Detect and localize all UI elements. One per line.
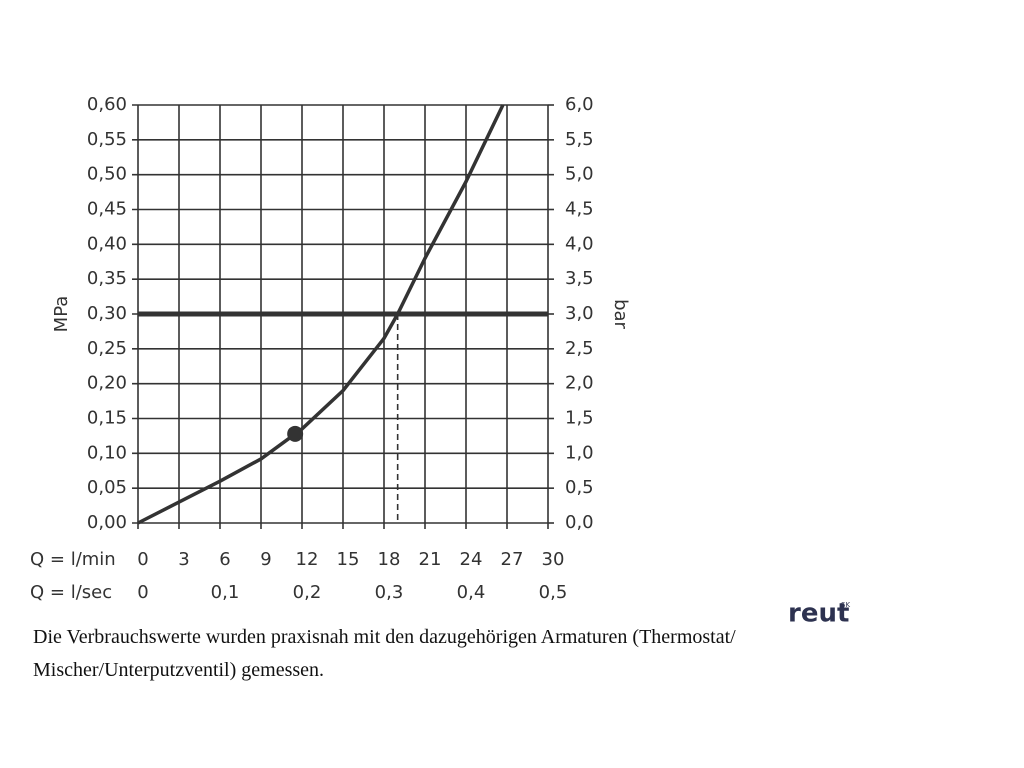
caption-line: Die Verbrauchswerte wurden praxisnah mit… bbox=[33, 626, 736, 648]
y-tick-label: 0,10 bbox=[87, 442, 127, 463]
y2-tick-label: 5,0 bbox=[565, 164, 594, 185]
y-tick-label: 0,60 bbox=[87, 94, 127, 115]
y2-tick-label: 0,0 bbox=[565, 512, 594, 533]
y-tick-label: 0,05 bbox=[87, 477, 127, 498]
x2-tick-label: 0,2 bbox=[293, 582, 322, 603]
x-tick-label: 21 bbox=[419, 549, 442, 570]
x-tick-label: 12 bbox=[296, 549, 319, 570]
y2-tick-label: 1,5 bbox=[565, 408, 594, 429]
y2-axis-label: bar bbox=[610, 299, 631, 329]
y-axis-label: MPa bbox=[51, 296, 72, 333]
x-axis-label: Q = l/min bbox=[30, 549, 116, 570]
x-tick-label: 0 bbox=[137, 549, 148, 570]
y2-tick-label: 1,0 bbox=[565, 442, 594, 463]
curve bbox=[137, 104, 505, 525]
y2-tick-label: 4,5 bbox=[565, 199, 594, 220]
y2-tick-label: 3,0 bbox=[565, 303, 594, 324]
y-tick-label: 0,00 bbox=[87, 512, 127, 533]
x2-tick-label: 0 bbox=[137, 582, 148, 603]
caption-line: Mischer/Unterputzventil) gemessen. bbox=[33, 659, 325, 681]
y2-tick-label: 2,5 bbox=[565, 338, 594, 359]
marker bbox=[287, 425, 304, 442]
y-tick-label: 0,35 bbox=[87, 268, 127, 289]
y-tick-label: 0,45 bbox=[87, 199, 127, 220]
y2-tick-label: 6,0 bbox=[565, 94, 594, 115]
y2-tick-label: 3,5 bbox=[565, 268, 594, 289]
y2-tick-label: 4,0 bbox=[565, 233, 594, 254]
x-tick-label: 9 bbox=[260, 549, 271, 570]
x2-tick-label: 0,4 bbox=[457, 582, 486, 603]
y-tick-label: 0,30 bbox=[87, 303, 127, 324]
x2-tick-label: 0,3 bbox=[375, 582, 404, 603]
y-tick-label: 0,25 bbox=[87, 338, 127, 359]
y-tick-label: 0,20 bbox=[87, 373, 127, 394]
x2-tick-label: 0,5 bbox=[539, 582, 568, 603]
y2-tick-label: 0,5 bbox=[565, 477, 594, 498]
y-tick-label: 0,50 bbox=[87, 164, 127, 185]
x-tick-label: 15 bbox=[337, 549, 360, 570]
y-tick-label: 0,55 bbox=[87, 129, 127, 150]
y-tick-label: 0,15 bbox=[87, 408, 127, 429]
x-tick-label: 3 bbox=[178, 549, 189, 570]
x2-axis-label: Q = l/sec bbox=[30, 582, 112, 603]
x-tick-label: 30 bbox=[542, 549, 565, 570]
y2-tick-label: 5,5 bbox=[565, 129, 594, 150]
y-tick-label: 0,40 bbox=[87, 233, 127, 254]
x-tick-label: 18 bbox=[378, 549, 401, 570]
logo-badge: SK bbox=[841, 601, 850, 609]
y2-tick-label: 2,0 bbox=[565, 373, 594, 394]
logo: reut bbox=[788, 599, 849, 629]
x2-tick-label: 0,1 bbox=[211, 582, 240, 603]
x-tick-label: 6 bbox=[219, 549, 230, 570]
x-tick-label: 27 bbox=[501, 549, 524, 570]
x-tick-label: 24 bbox=[460, 549, 483, 570]
